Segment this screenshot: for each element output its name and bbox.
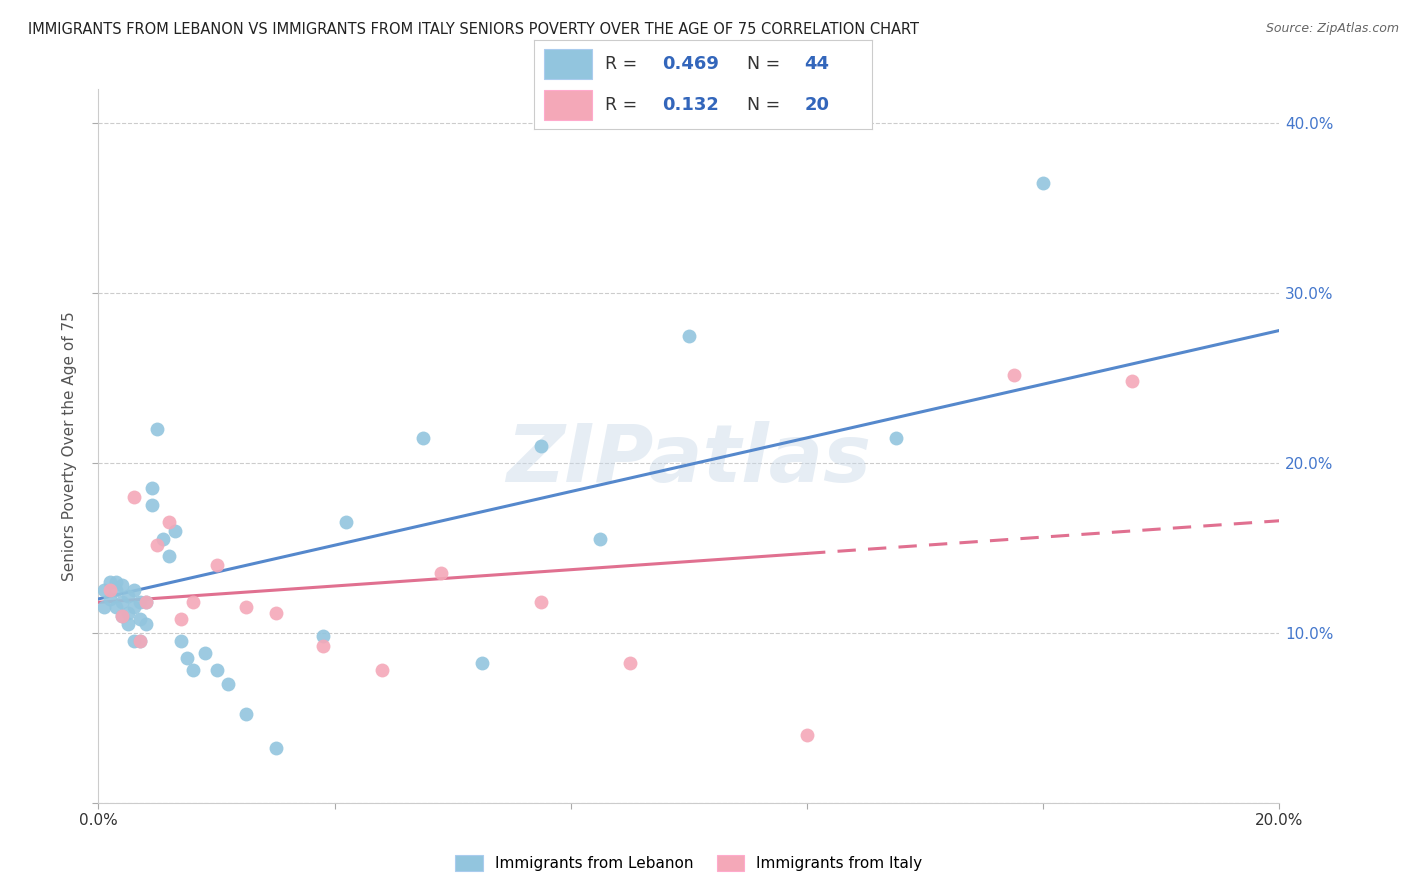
Point — [157, 549, 180, 564]
Legend: Immigrants from Lebanon, Immigrants from Italy: Immigrants from Lebanon, Immigrants from… — [450, 849, 928, 877]
Point — [194, 646, 217, 660]
Point — [235, 600, 257, 615]
Point — [117, 589, 139, 603]
Point — [1121, 375, 1143, 389]
Text: N =: N = — [747, 55, 786, 73]
Point — [181, 595, 204, 609]
Point — [530, 595, 553, 609]
Point — [170, 634, 193, 648]
Point — [371, 663, 394, 677]
Point — [217, 677, 239, 691]
Point — [796, 728, 818, 742]
Point — [235, 707, 257, 722]
Point — [412, 430, 434, 444]
Text: IMMIGRANTS FROM LEBANON VS IMMIGRANTS FROM ITALY SENIORS POVERTY OVER THE AGE OF: IMMIGRANTS FROM LEBANON VS IMMIGRANTS FR… — [28, 22, 920, 37]
Text: 20: 20 — [804, 96, 830, 114]
Point — [122, 583, 145, 598]
Point — [111, 608, 134, 623]
Point — [165, 524, 187, 538]
Point — [589, 533, 612, 547]
Point — [1002, 368, 1025, 382]
Y-axis label: Seniors Poverty Over the Age of 75: Seniors Poverty Over the Age of 75 — [62, 311, 77, 581]
Point — [312, 629, 335, 643]
Point — [122, 600, 145, 615]
Point — [111, 595, 134, 609]
Point — [430, 566, 453, 581]
Text: 0.132: 0.132 — [662, 96, 720, 114]
Point — [122, 490, 145, 504]
Text: N =: N = — [747, 96, 786, 114]
Point — [111, 608, 134, 623]
Point — [135, 595, 157, 609]
Point — [312, 640, 335, 654]
Point — [176, 651, 198, 665]
Point — [1032, 176, 1054, 190]
FancyBboxPatch shape — [544, 49, 592, 79]
Point — [146, 422, 169, 436]
Point — [264, 741, 287, 756]
Point — [146, 537, 169, 551]
Text: Source: ZipAtlas.com: Source: ZipAtlas.com — [1265, 22, 1399, 36]
Point — [152, 533, 174, 547]
Point — [135, 595, 157, 609]
Point — [205, 558, 228, 572]
Point — [98, 583, 121, 598]
Point — [98, 591, 121, 606]
Text: 0.469: 0.469 — [662, 55, 720, 73]
Point — [128, 634, 150, 648]
Text: R =: R = — [605, 96, 648, 114]
Point — [884, 430, 907, 444]
Point — [117, 617, 139, 632]
Point — [128, 634, 150, 648]
Point — [128, 612, 150, 626]
Point — [335, 516, 357, 530]
Point — [530, 439, 553, 453]
Point — [117, 606, 139, 620]
Point — [93, 600, 115, 615]
Text: R =: R = — [605, 55, 643, 73]
Point — [141, 499, 163, 513]
Point — [205, 663, 228, 677]
Point — [678, 328, 700, 343]
Text: 44: 44 — [804, 55, 830, 73]
Point — [122, 634, 145, 648]
Point — [105, 600, 128, 615]
Point — [128, 595, 150, 609]
Point — [619, 657, 641, 671]
Point — [111, 578, 134, 592]
Point — [98, 574, 121, 589]
Point — [471, 657, 494, 671]
Point — [141, 482, 163, 496]
Point — [135, 617, 157, 632]
Point — [181, 663, 204, 677]
Point — [170, 612, 193, 626]
Text: ZIPatlas: ZIPatlas — [506, 421, 872, 500]
Point — [93, 583, 115, 598]
Point — [105, 574, 128, 589]
Point — [157, 516, 180, 530]
FancyBboxPatch shape — [544, 90, 592, 120]
Point — [264, 606, 287, 620]
Point — [105, 583, 128, 598]
